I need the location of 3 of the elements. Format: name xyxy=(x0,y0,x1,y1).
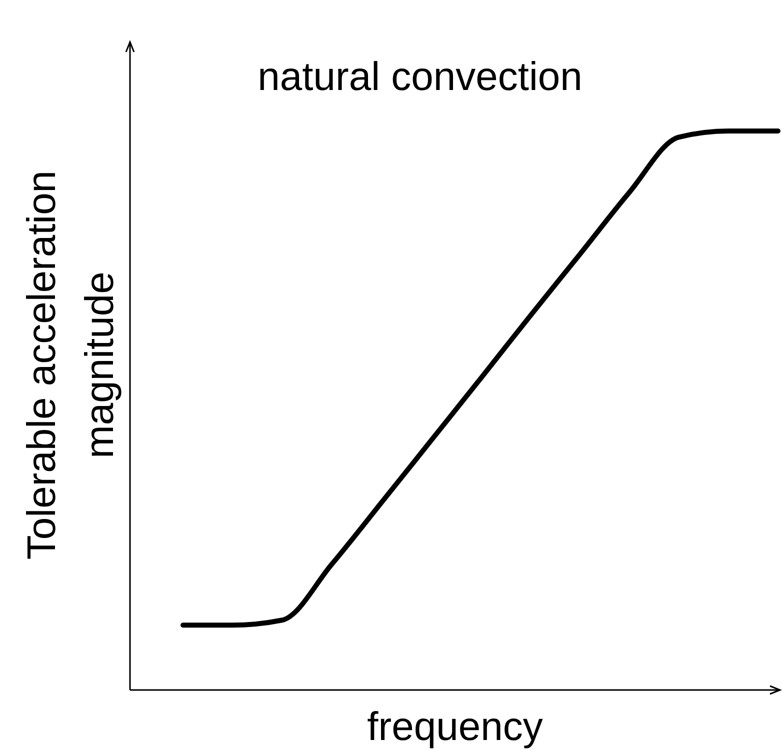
chart-title: natural convection xyxy=(258,55,582,99)
y-axis-title: Tolerable acceleration magnitude xyxy=(20,170,122,560)
x-axis-title: frequency xyxy=(367,705,543,749)
